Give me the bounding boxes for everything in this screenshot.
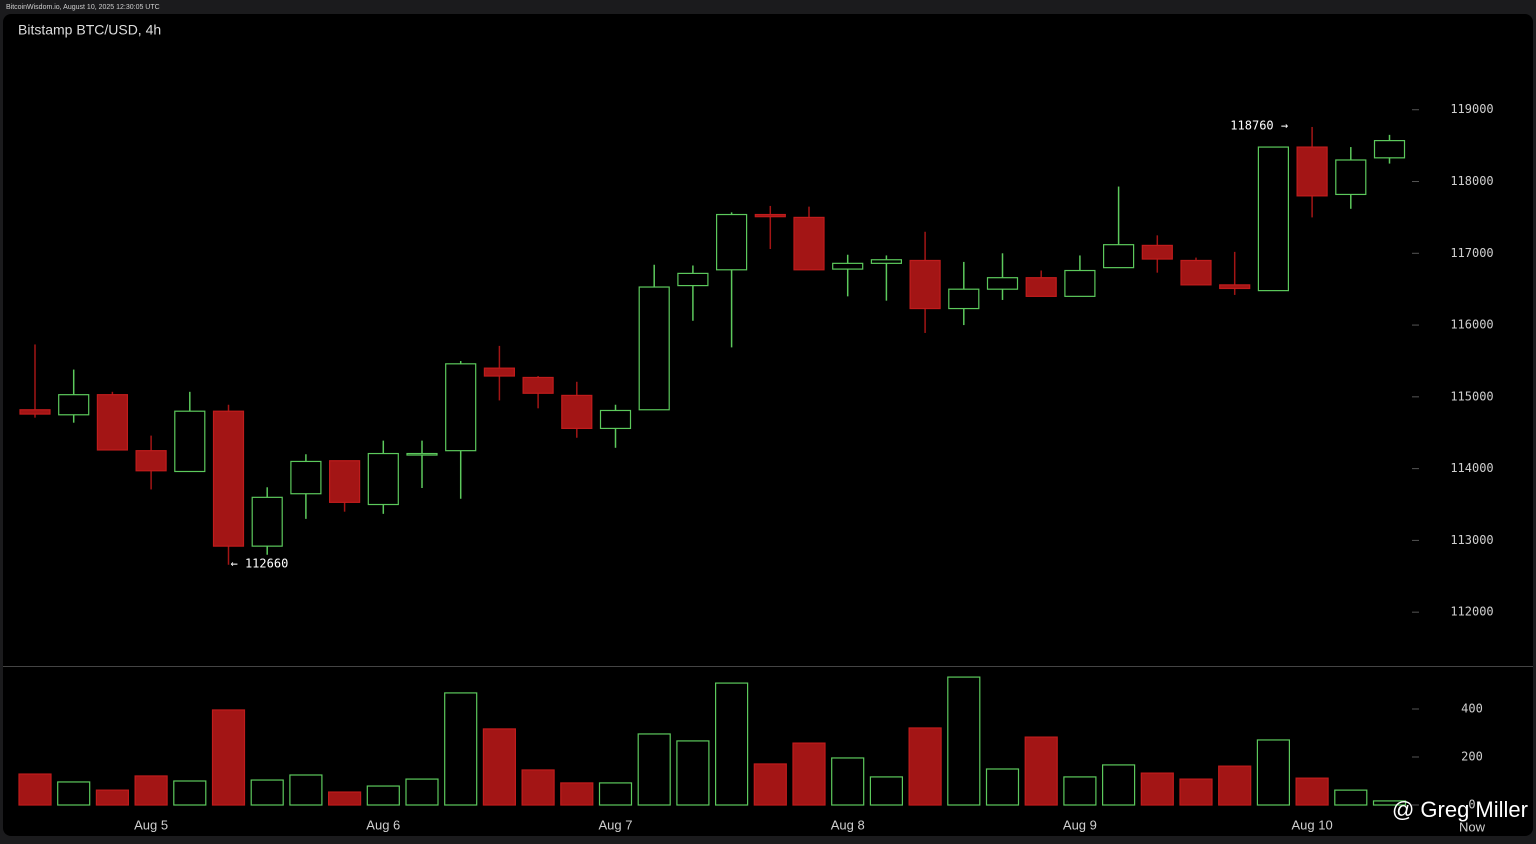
volume-tick-label: 400 <box>1461 702 1483 716</box>
annotation-low: ← 112660 <box>231 556 289 570</box>
y-tick-label: 112000 <box>1450 605 1493 619</box>
x-tick-label: Aug 9 <box>1063 817 1097 832</box>
volume-bar <box>637 733 671 806</box>
volume-bar <box>598 782 633 806</box>
candle-body <box>715 213 748 271</box>
volume-tick-label: 0 <box>1468 798 1475 812</box>
volume-tick-label: 200 <box>1461 750 1483 764</box>
volume-bar <box>869 776 904 806</box>
volume-bar <box>831 757 865 806</box>
chart-title: Bitstamp BTC/USD, 4h <box>18 22 161 38</box>
volume-bar <box>947 676 981 806</box>
candle-body <box>483 367 515 377</box>
volume-bar <box>328 791 362 806</box>
candle-body <box>1064 269 1096 297</box>
candle-body <box>58 394 90 416</box>
candle-body <box>986 277 1019 290</box>
volume-bar <box>1140 772 1174 806</box>
candle-body <box>948 288 980 310</box>
candle-body <box>96 394 129 451</box>
volume-bar <box>211 709 246 806</box>
volume-bar <box>173 780 207 806</box>
volume-bar <box>560 782 594 806</box>
candle-body <box>1257 146 1290 292</box>
volume-bar <box>908 727 942 806</box>
candle-body <box>212 410 245 547</box>
volume-bar <box>753 763 787 806</box>
volume-bar <box>289 774 323 806</box>
volume-bar <box>134 775 168 806</box>
volume-bar <box>1334 789 1368 806</box>
y-tick-label: 113000 <box>1450 533 1493 547</box>
annotation-high: 118760 → <box>1230 118 1288 132</box>
volume-bar <box>444 692 478 806</box>
watermark: @ Greg Miller <box>1392 797 1528 822</box>
x-tick-label: Aug 10 <box>1291 817 1332 832</box>
candle-body <box>793 216 825 271</box>
volume-bar <box>1218 765 1252 806</box>
candle-body <box>599 409 632 430</box>
candle-body <box>406 452 438 456</box>
volume-bar <box>521 769 555 806</box>
volume-bar <box>1295 777 1329 806</box>
x-tick-label: Aug 6 <box>366 817 400 832</box>
y-tick-label: 116000 <box>1450 318 1493 332</box>
candle-body <box>677 272 709 287</box>
candle-body <box>329 460 361 503</box>
x-tick-label: Aug 8 <box>831 817 865 832</box>
candle-body <box>1102 244 1135 269</box>
candle-body <box>1335 159 1367 196</box>
candle-body <box>1180 259 1212 286</box>
volume-bar <box>1101 764 1136 806</box>
candle-body <box>1296 146 1328 197</box>
candle-body <box>1141 244 1173 260</box>
candle-body <box>367 452 399 506</box>
volume-bar <box>1256 739 1291 806</box>
x-tick-label: Aug 5 <box>134 817 168 832</box>
panel <box>3 14 1533 836</box>
volume-bar <box>57 781 91 806</box>
y-tick-label: 115000 <box>1450 389 1493 403</box>
candle-body <box>135 450 167 472</box>
volume-bar <box>676 740 710 806</box>
y-tick-label: 117000 <box>1450 246 1493 260</box>
candle-body <box>251 496 283 547</box>
candle-body <box>638 286 670 411</box>
volume-bar <box>18 773 52 806</box>
candle-body <box>1025 277 1057 297</box>
candle-body <box>870 259 903 264</box>
volume-bar <box>1372 800 1407 806</box>
candle-body <box>290 460 322 495</box>
candle-body <box>1219 284 1251 290</box>
volume-bar <box>714 682 749 806</box>
volume-bar <box>792 742 826 806</box>
x-now-label: Now <box>1459 819 1486 834</box>
volume-bar <box>366 785 400 806</box>
volume-bar <box>405 778 439 806</box>
volume-bar <box>985 768 1020 806</box>
volume-bar <box>1179 778 1213 806</box>
candle-body <box>522 376 554 394</box>
volume-bar <box>1024 736 1058 806</box>
x-tick-label: Aug 7 <box>599 817 633 832</box>
volume-bar <box>482 728 516 806</box>
candle-body <box>19 409 51 415</box>
candle-body <box>754 213 786 218</box>
y-tick-label: 114000 <box>1450 461 1493 475</box>
volume-bar <box>250 779 284 806</box>
candle-body <box>445 363 477 452</box>
candle-body <box>174 410 206 473</box>
candle-body <box>832 262 864 270</box>
candle-body <box>909 259 941 310</box>
candle-body <box>1373 140 1406 159</box>
volume-bar <box>1063 776 1097 806</box>
volume-bar <box>95 789 130 806</box>
candle-body <box>561 394 593 430</box>
y-tick-label: 119000 <box>1450 102 1493 116</box>
header: BitcoinWisdom.io, August 10, 2025 12:30:… <box>6 4 160 11</box>
y-tick-label: 118000 <box>1450 174 1493 188</box>
